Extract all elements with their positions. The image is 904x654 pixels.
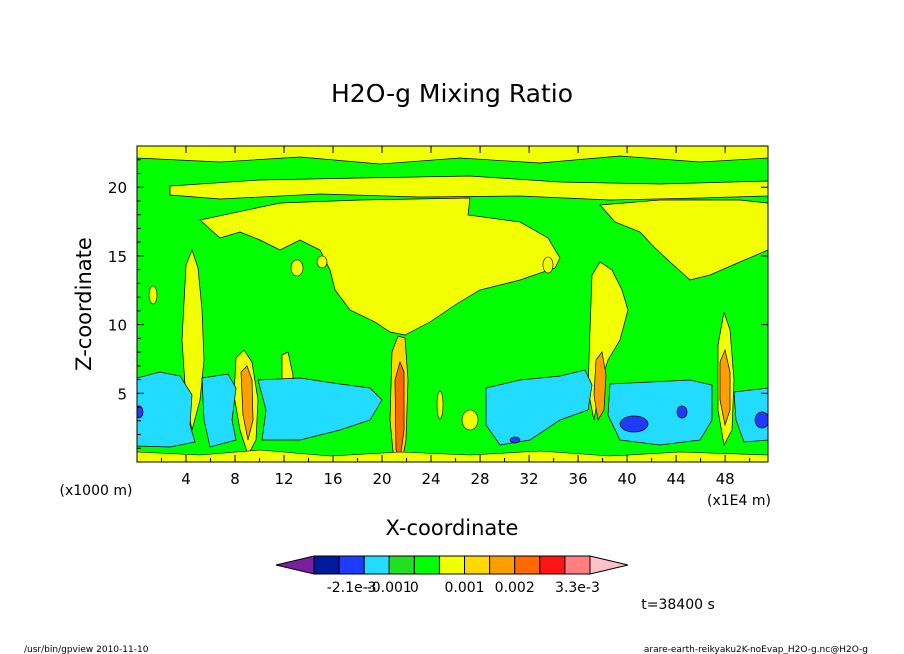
x-tick-label: 24 xyxy=(422,470,441,488)
colorbar-cell xyxy=(489,555,516,575)
x-tick-label: 28 xyxy=(471,470,490,488)
x-axis-title: X-coordinate xyxy=(386,516,519,540)
blue-blob-3 xyxy=(754,411,768,429)
colorbar-tick-label: -2.1e-3 xyxy=(327,580,377,596)
y-unit-label: (x1000 m) xyxy=(60,483,133,499)
x-tick-label: 40 xyxy=(618,470,637,488)
x-unit-label: (x1E4 m) xyxy=(707,493,771,509)
blue-blob-2 xyxy=(676,405,688,419)
colorbar-cell xyxy=(338,555,365,575)
colorbar-cell xyxy=(438,555,466,575)
cyan-b xyxy=(257,377,383,441)
patch-5 xyxy=(436,390,444,420)
patch-3 xyxy=(316,255,328,269)
x-tick-label: 12 xyxy=(274,470,293,488)
blue-blob-5 xyxy=(509,436,521,444)
patch-4 xyxy=(542,256,554,274)
colorbar-cell xyxy=(388,555,415,575)
cyan-left xyxy=(137,371,196,448)
colorbar-tick-label: 0 xyxy=(410,580,419,596)
colorbar-cell xyxy=(514,555,541,575)
cyan-a xyxy=(201,373,237,448)
colorbar-cell xyxy=(464,555,491,575)
colorbar-cell xyxy=(313,555,340,575)
band-upper xyxy=(169,175,768,201)
footer-left: /usr/bin/gpview 2010-11-10 xyxy=(24,645,149,654)
plume-48-core xyxy=(719,348,731,427)
contour-field xyxy=(137,146,768,462)
y-axis: 5 10 15 20 xyxy=(108,159,768,449)
x-tick-label: 32 xyxy=(520,470,539,488)
cyan-right xyxy=(733,387,768,443)
colorbar-tick-label: -0.001 xyxy=(367,580,412,596)
y-tick-label: 20 xyxy=(108,179,127,197)
y-tick-label: 15 xyxy=(108,248,127,266)
colorbar-tick-label: 0.002 xyxy=(495,580,535,596)
x-axis: 4 8 12 16 20 24 28 32 36 40 44 48 xyxy=(161,146,751,488)
plume-9-core xyxy=(240,365,254,441)
x-tick-label: 36 xyxy=(569,470,588,488)
blue-blob-1 xyxy=(619,415,649,433)
chart-title: H2O-g Mixing Ratio xyxy=(331,79,573,108)
plot-frame xyxy=(136,145,769,463)
y-tick-label: 5 xyxy=(117,385,127,403)
cyan-c xyxy=(485,369,593,446)
region-upper-mid xyxy=(199,197,561,336)
colorbar-cell xyxy=(363,555,390,575)
plume-21-core xyxy=(394,360,405,462)
colorbar-cell xyxy=(564,555,591,575)
colorbar-cell xyxy=(539,555,566,575)
patch-2 xyxy=(290,259,304,277)
band-top xyxy=(137,146,768,165)
y-tick-label: 10 xyxy=(108,317,127,335)
colorbar-cell xyxy=(413,555,440,575)
patch-1 xyxy=(148,285,158,305)
x-tick-label: 8 xyxy=(230,470,240,488)
patch-6 xyxy=(461,409,479,431)
region-upper-right xyxy=(599,199,768,281)
blue-blob-4 xyxy=(137,405,144,419)
x-tick-label: 48 xyxy=(716,470,735,488)
band-bottom xyxy=(137,449,768,462)
x-tick-label: 4 xyxy=(181,470,191,488)
colorbar-under-arrow xyxy=(275,555,315,575)
time-label: t=38400 s xyxy=(641,597,715,613)
x-tick-label: 16 xyxy=(323,470,342,488)
colorbar-tick-label: 0.001 xyxy=(444,580,484,596)
plume-37-core xyxy=(593,351,607,422)
colorbar-over-arrow xyxy=(589,555,629,575)
footer-right: arare-earth-reikyaku2K-noEvap_H2O-g.nc@H… xyxy=(644,645,868,654)
colorbar-tick-label: 3.3e-3 xyxy=(555,580,600,596)
cyan-d xyxy=(607,379,713,446)
x-tick-label: 44 xyxy=(667,470,686,488)
y-axis-title: Z-coordinate xyxy=(72,237,96,371)
x-tick-label: 20 xyxy=(373,470,392,488)
